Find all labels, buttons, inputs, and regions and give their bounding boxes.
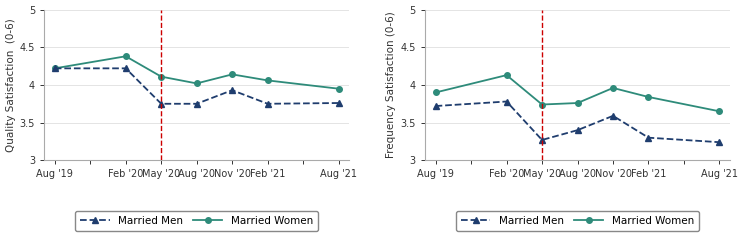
Married Men: [51, 67, 60, 70]
Legend: Married Men, Married Women: Married Men, Married Women: [75, 211, 318, 231]
Married Women: [431, 91, 440, 94]
Married Women: [156, 75, 165, 78]
Married Women: [192, 82, 201, 85]
Married Men: [538, 138, 547, 141]
Married Women: [573, 102, 582, 105]
Married Men: [573, 129, 582, 132]
Line: Married Women: Married Women: [433, 72, 722, 114]
Married Women: [51, 67, 60, 70]
Married Men: [609, 114, 618, 117]
Married Women: [121, 55, 130, 58]
Married Men: [431, 105, 440, 108]
Married Men: [121, 67, 130, 70]
Y-axis label: Frequency Satisfaction (0-6): Frequency Satisfaction (0-6): [387, 11, 396, 158]
Married Men: [644, 136, 653, 139]
Married Women: [263, 79, 272, 82]
Married Women: [715, 110, 724, 113]
Married Men: [156, 102, 165, 105]
Married Women: [644, 96, 653, 99]
Married Men: [715, 141, 724, 144]
Married Women: [335, 87, 343, 90]
Line: Married Men: Married Men: [51, 65, 342, 107]
Married Men: [192, 102, 201, 105]
Married Men: [228, 89, 237, 92]
Legend: Married Men, Married Women: Married Men, Married Women: [456, 211, 699, 231]
Married Women: [609, 86, 618, 89]
Married Women: [538, 103, 547, 106]
Married Men: [335, 102, 343, 105]
Married Men: [502, 100, 511, 103]
Married Women: [228, 73, 237, 76]
Y-axis label: Quality Satisfaction  (0-6): Quality Satisfaction (0-6): [5, 18, 16, 152]
Line: Married Men: Married Men: [433, 98, 723, 145]
Married Women: [502, 74, 511, 77]
Line: Married Women: Married Women: [52, 54, 341, 91]
Married Men: [263, 102, 272, 105]
